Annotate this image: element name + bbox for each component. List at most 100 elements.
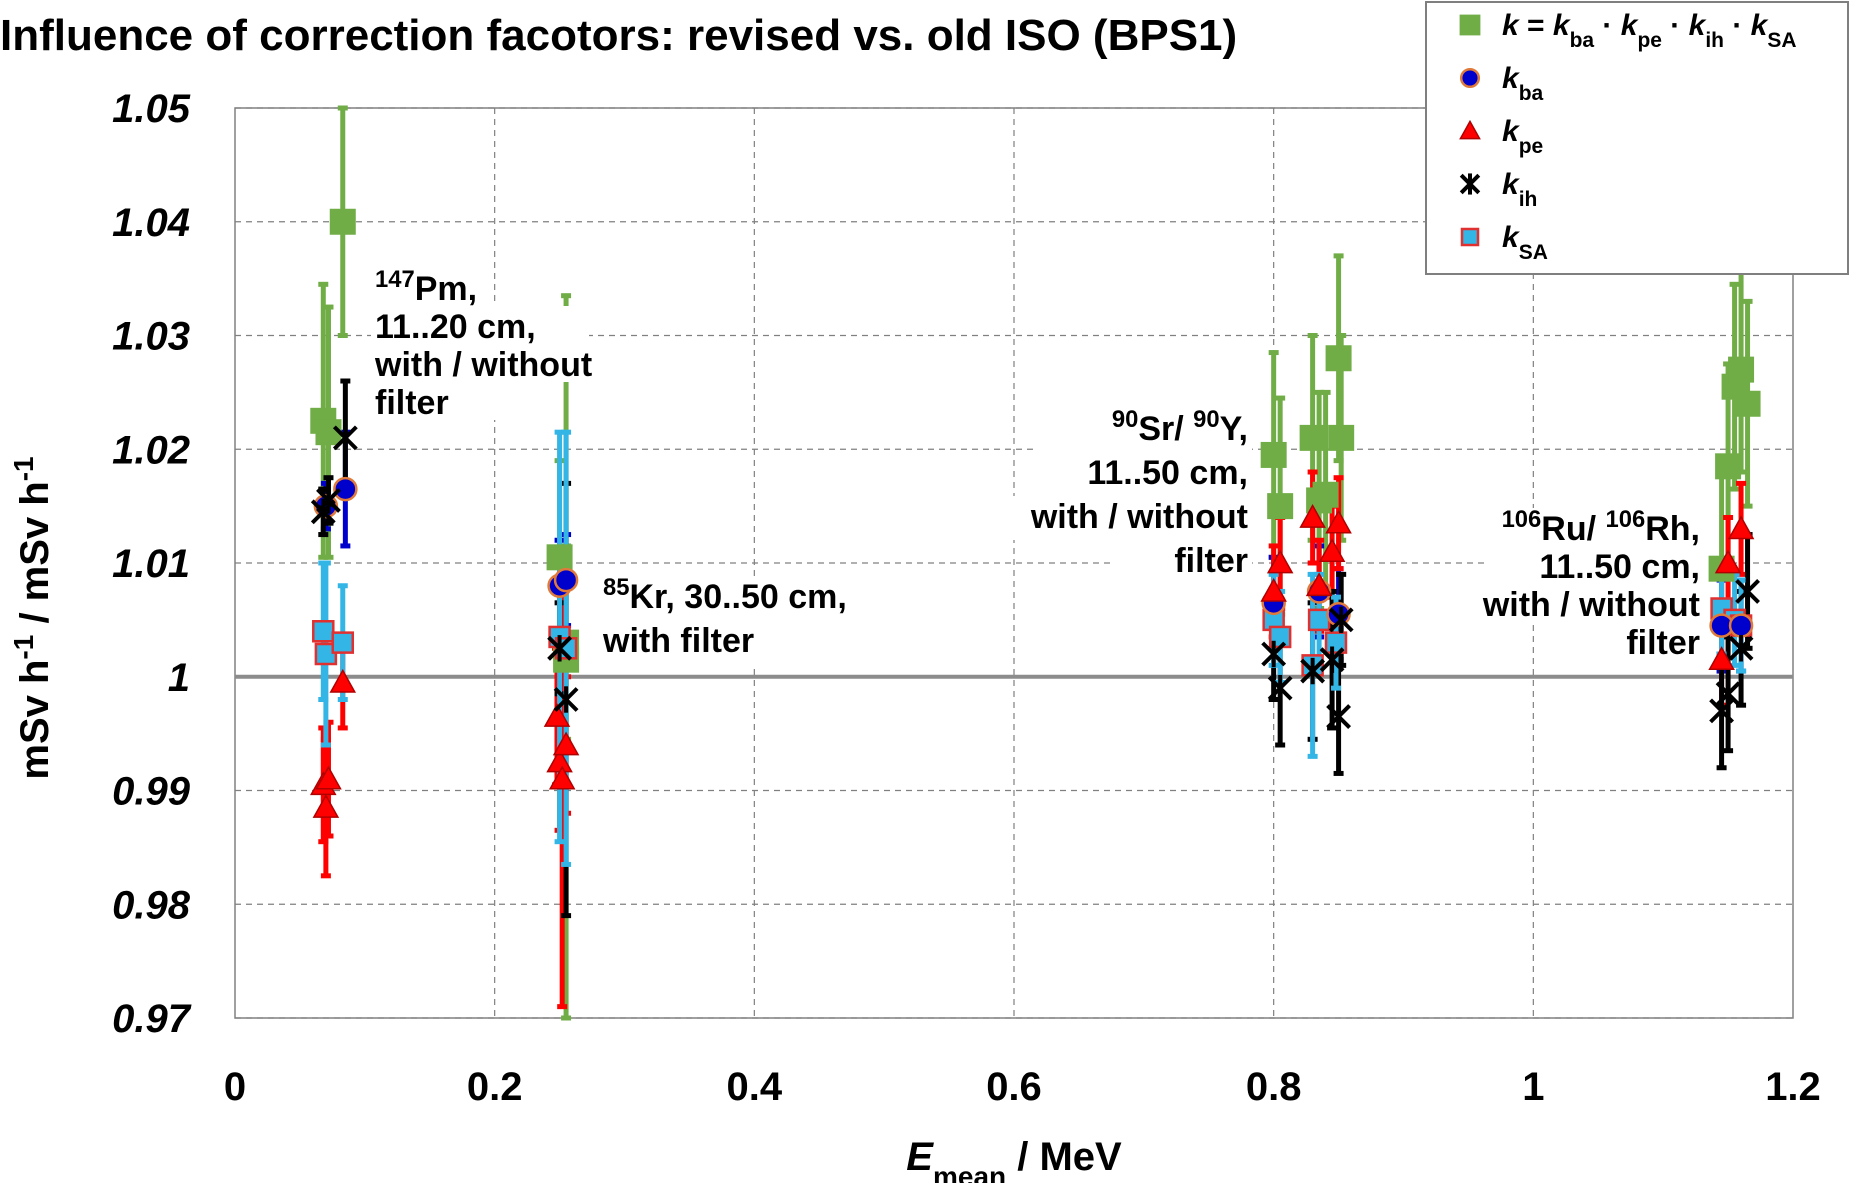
annotation-bg bbox=[1410, 584, 1704, 622]
annotation-bg bbox=[958, 496, 1252, 540]
y-tick-label: 1.04 bbox=[112, 201, 190, 245]
k-point bbox=[1715, 453, 1742, 480]
k-point bbox=[329, 208, 356, 235]
kih-point bbox=[553, 686, 579, 713]
data-markers bbox=[310, 208, 1761, 818]
k-point bbox=[1267, 493, 1294, 520]
kih-point bbox=[1735, 578, 1760, 605]
x-tick-label: 0.4 bbox=[727, 1065, 783, 1109]
annotation-bg bbox=[1486, 508, 1704, 546]
k-point bbox=[1734, 390, 1761, 417]
k-point bbox=[1299, 424, 1326, 451]
k-point bbox=[546, 544, 573, 571]
kih-point bbox=[1728, 635, 1754, 662]
legend-label-kSA: kSA bbox=[1502, 221, 1548, 264]
legend-marker-kpe bbox=[1459, 119, 1481, 140]
x-axis-label: Emean / MeV bbox=[906, 1135, 1122, 1183]
kih-point bbox=[316, 487, 341, 514]
kpe-point bbox=[1266, 549, 1294, 574]
legend-marker-kih bbox=[1459, 173, 1481, 195]
annotation-line: filter bbox=[1174, 542, 1248, 580]
x-tick-label: 0.2 bbox=[467, 1065, 523, 1109]
legend-marker-k bbox=[1459, 14, 1481, 36]
annotation-bg bbox=[1486, 546, 1704, 584]
annotation-line: with / without bbox=[1030, 498, 1248, 536]
k-point bbox=[1728, 356, 1755, 383]
annotation-bg bbox=[371, 306, 589, 344]
kih-point bbox=[1715, 680, 1741, 708]
legend-label-k: k = kba · kpe · kih · kSA bbox=[1502, 9, 1797, 52]
annotation-bg bbox=[371, 344, 665, 382]
kih-point bbox=[547, 635, 572, 662]
plot-border bbox=[234, 107, 1794, 1019]
x-tick-label: 0.8 bbox=[1246, 1065, 1302, 1109]
kpe-point bbox=[1305, 572, 1333, 597]
annotation-line: 11..50 cm, bbox=[1539, 548, 1700, 586]
legend: k = kba · kpe · kih · kSA kba kpe kih kSA bbox=[1425, 1, 1849, 275]
kSA-point bbox=[314, 642, 338, 666]
annotation-line: filter bbox=[375, 384, 449, 422]
kpe-point bbox=[315, 765, 342, 790]
kpe-point bbox=[1299, 503, 1326, 528]
annotation-line: 106Ru/ 106Rh, bbox=[1502, 506, 1700, 549]
kih-point bbox=[1328, 606, 1354, 634]
kih-point bbox=[1300, 657, 1326, 685]
kpe-point bbox=[1260, 577, 1287, 602]
annotation-bg bbox=[599, 576, 893, 620]
legend-marker-kba bbox=[1459, 67, 1481, 89]
annotation-line: filter bbox=[1626, 624, 1700, 662]
kpe-point bbox=[543, 703, 571, 727]
kba-point bbox=[333, 476, 358, 502]
y-tick-label: 0.97 bbox=[112, 997, 192, 1041]
kpe-point bbox=[1325, 509, 1352, 534]
kba-point bbox=[1728, 613, 1754, 638]
legend-box bbox=[1425, 1, 1849, 275]
kih-point bbox=[332, 424, 358, 452]
kpe-point bbox=[1727, 515, 1755, 540]
y-tick-label: 1.01 bbox=[112, 542, 190, 586]
kpe-point bbox=[1708, 646, 1735, 671]
y-tick-label: 1.03 bbox=[112, 315, 190, 359]
x-tick-label: 0 bbox=[224, 1065, 246, 1109]
annotation-bg bbox=[599, 620, 836, 664]
annotation-line: 90Sr/ 90Y, bbox=[1112, 406, 1248, 449]
annotation-bg bbox=[371, 382, 513, 420]
chart-title: Influence of correction facotors: revise… bbox=[0, 11, 1237, 60]
y-tick-label: 0.98 bbox=[112, 883, 191, 927]
kpe-point bbox=[548, 765, 576, 790]
k-point bbox=[1328, 424, 1355, 451]
x-tick-label: 1 bbox=[1522, 1065, 1544, 1109]
y-axis-label: mSv h-1 / mSv h-1 bbox=[8, 456, 58, 779]
kih-point bbox=[1267, 674, 1293, 702]
y-tick-label: 1 bbox=[168, 656, 190, 700]
kpe-point bbox=[552, 731, 580, 756]
x-tick-label: 1.2 bbox=[1765, 1065, 1821, 1109]
legend-label-kih: kih bbox=[1502, 168, 1537, 211]
axis-labels: Emean / MeV mSv h-1 / mSv h-1 bbox=[8, 456, 1123, 1183]
kih-point bbox=[1261, 640, 1287, 668]
axes bbox=[234, 107, 1794, 1019]
kih-point bbox=[1319, 646, 1345, 673]
annotation-line: 11..50 cm, bbox=[1087, 454, 1248, 492]
kpe-point bbox=[329, 668, 357, 693]
y-tick-label: 0.99 bbox=[112, 770, 191, 814]
annotation-bg bbox=[1034, 452, 1252, 496]
legend-marker-kSA bbox=[1460, 227, 1480, 247]
y-tick-label: 1.05 bbox=[112, 87, 191, 131]
legend-label-kba: kba bbox=[1502, 62, 1544, 105]
x-tick-labels: 0 0.2 0.4 0.6 0.8 1 1.2 bbox=[224, 1065, 1821, 1109]
y-tick-label: 1.02 bbox=[112, 428, 190, 472]
kSA-point bbox=[331, 631, 355, 654]
annotation-line: 147Pm, bbox=[375, 266, 477, 309]
x-tick-label: 0.6 bbox=[986, 1065, 1042, 1109]
annotation-line: 85Kr, 30..50 cm, bbox=[603, 574, 847, 617]
kpe-point bbox=[1714, 549, 1742, 574]
annotation-line: with / without bbox=[374, 346, 592, 384]
annotation-line: 11..20 cm, bbox=[375, 308, 536, 346]
annotation-bg bbox=[371, 268, 456, 306]
kpe-point bbox=[312, 794, 340, 818]
y-tick-labels: 0.97 0.98 0.99 1 1.01 1.02 1.03 1.04 1.05 bbox=[112, 87, 192, 1041]
k-point bbox=[1260, 441, 1287, 468]
kba-point bbox=[553, 567, 579, 593]
